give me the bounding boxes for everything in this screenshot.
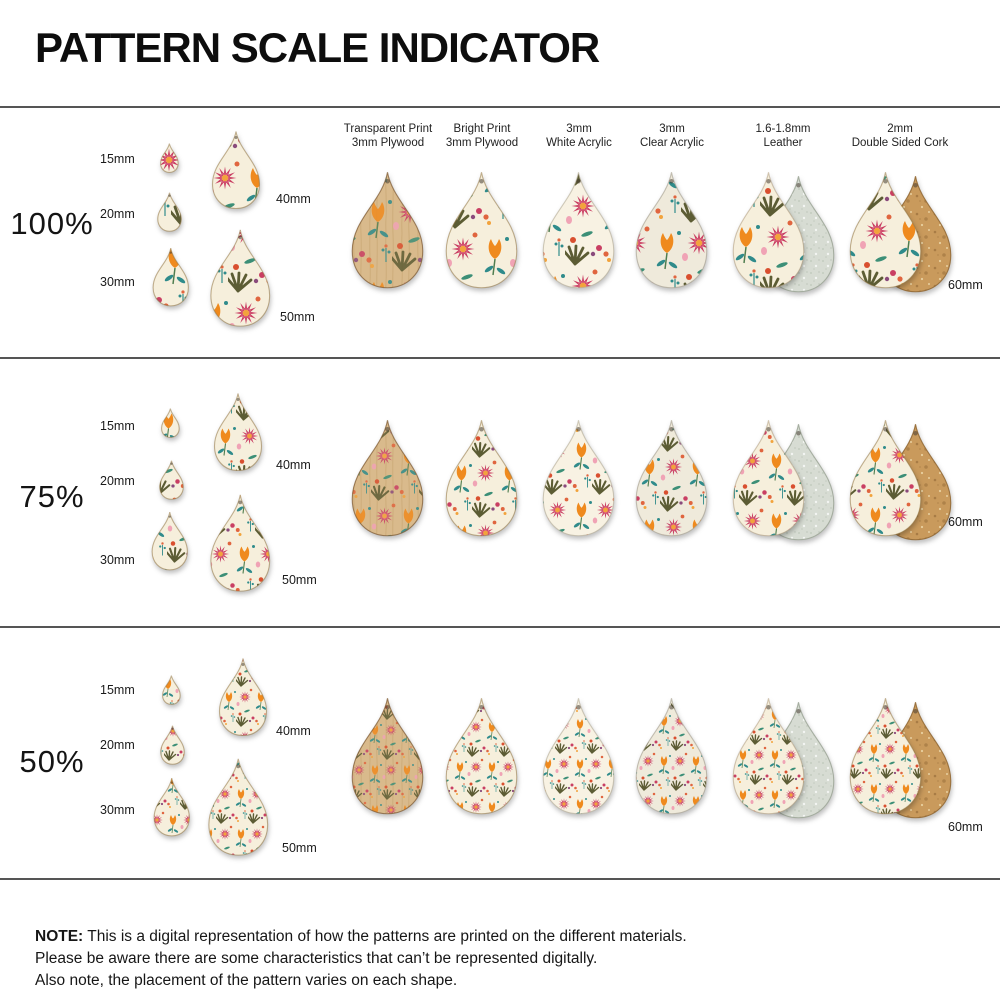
size-label-30mm: 30mm <box>100 275 135 289</box>
teardrop-sample-40mm <box>211 130 261 210</box>
size-label-30mm: 30mm <box>100 803 135 817</box>
column-header-line: 3mm <box>566 123 592 135</box>
note-line-text: Also note, the placement of the pattern … <box>35 972 458 989</box>
scale-percent-label: 50% <box>19 744 85 779</box>
column-header-white-acrylic: 3mm White Acrylic <box>514 123 644 150</box>
column-header-line: 3mm Plywood <box>445 136 519 149</box>
teardrop-60mm-clear-acrylic <box>634 170 709 290</box>
size-label-20mm: 20mm <box>100 474 135 488</box>
size-label-20mm: 20mm <box>100 738 135 752</box>
teardrop-60mm-clear-acrylic <box>634 418 709 538</box>
note-label: NOTE: <box>35 928 84 945</box>
size-label-15mm: 15mm <box>100 683 135 697</box>
size-label-30mm: 30mm <box>100 553 135 567</box>
scale-percent-label: 100% <box>10 206 94 241</box>
teardrop-60mm-plywood-bright <box>444 418 519 538</box>
column-header-leather: 1.6-1.8mm Leather <box>718 123 848 150</box>
column-header-line: White Acrylic <box>546 136 612 149</box>
column-header-plywood-transparent: Transparent Print 3mm Plywood <box>323 123 453 150</box>
scale-row-100: 100% 15mm 20mm 30mm 40mm 50mm 60mm <box>0 106 1000 357</box>
size-label-50mm: 50mm <box>280 310 315 324</box>
note-line: Please be aware there are some character… <box>35 948 687 970</box>
teardrop-sample-20mm <box>157 192 182 232</box>
size-label-60mm: 60mm <box>948 278 983 292</box>
teardrop-60mm-white-acrylic <box>541 696 616 816</box>
size-label-15mm: 15mm <box>100 419 135 433</box>
teardrop-sample-15mm <box>160 143 179 173</box>
teardrop-60mm-plywood-bright <box>444 696 519 816</box>
teardrop-sample-40mm <box>218 657 268 737</box>
teardrop-60mm-white-acrylic <box>541 170 616 290</box>
teardrop-sample-30mm <box>153 777 191 837</box>
teardrop-60mm-white-acrylic <box>541 418 616 538</box>
note-line-text: Please be aware there are some character… <box>35 950 598 967</box>
divider-line <box>0 878 1000 880</box>
divider-line <box>0 357 1000 359</box>
note-line: Also note, the placement of the pattern … <box>35 970 687 992</box>
column-header-line: 1.6-1.8mm <box>755 123 811 135</box>
note-text: NOTE: This is a digital representation o… <box>35 926 687 992</box>
divider-line <box>0 626 1000 628</box>
teardrop-sample-15mm <box>162 675 181 705</box>
size-label-40mm: 40mm <box>276 192 311 206</box>
teardrop-60mm-clear-acrylic <box>634 696 709 816</box>
teardrop-60mm-cork-front <box>848 170 923 290</box>
teardrop-sample-50mm <box>209 228 272 328</box>
teardrop-60mm-plywood-bright <box>444 170 519 290</box>
size-label-15mm: 15mm <box>100 152 135 166</box>
note-line: NOTE: This is a digital representation o… <box>35 926 687 948</box>
page-title: PATTERN SCALE INDICATOR <box>35 24 600 71</box>
teardrop-sample-50mm <box>209 493 272 593</box>
size-label-60mm: 60mm <box>948 820 983 834</box>
divider-line <box>0 106 1000 108</box>
scale-row-75: 75% 15mm 20mm 30mm 40mm 50mm 60mm <box>0 357 1000 626</box>
teardrop-sample-30mm <box>151 511 189 571</box>
teardrop-60mm-leather-front <box>731 170 806 290</box>
size-label-20mm: 20mm <box>100 207 135 221</box>
column-header-line: Leather <box>763 136 803 149</box>
teardrop-60mm-cork-front <box>848 418 923 538</box>
teardrop-sample-40mm <box>213 392 263 472</box>
teardrop-sample-20mm <box>159 460 184 500</box>
scale-row-50: 50% 15mm 20mm 30mm 40mm 50mm 60mm <box>0 626 1000 878</box>
size-label-40mm: 40mm <box>276 724 311 738</box>
teardrop-60mm-plywood-transparent <box>350 418 425 538</box>
column-header-cork: 2mm Double Sided Cork <box>835 123 965 150</box>
column-header-line: Clear Acrylic <box>640 136 704 149</box>
size-label-40mm: 40mm <box>276 458 311 472</box>
scale-percent-label: 75% <box>19 479 85 514</box>
column-header-plywood-bright: Bright Print 3mm Plywood <box>417 123 547 150</box>
teardrop-sample-30mm <box>152 247 190 307</box>
teardrop-60mm-leather-front <box>731 418 806 538</box>
column-header-line: Bright Print <box>453 123 511 135</box>
note-line-text: This is a digital representation of how … <box>87 928 687 945</box>
teardrop-sample-15mm <box>161 408 180 438</box>
column-header-line: Transparent Print <box>343 123 433 135</box>
size-label-50mm: 50mm <box>282 841 317 855</box>
column-header-clear-acrylic: 3mm Clear Acrylic <box>607 123 737 150</box>
column-header-line: 3mm <box>659 123 685 135</box>
teardrop-60mm-leather-front <box>731 696 806 816</box>
teardrop-60mm-cork-front <box>848 696 923 816</box>
column-header-line: 3mm Plywood <box>351 136 425 149</box>
teardrop-60mm-plywood-transparent <box>350 170 425 290</box>
column-header-line: Double Sided Cork <box>851 136 949 149</box>
teardrop-60mm-plywood-transparent <box>350 696 425 816</box>
teardrop-sample-20mm <box>160 725 185 765</box>
size-label-60mm: 60mm <box>948 515 983 529</box>
teardrop-sample-50mm <box>207 757 270 857</box>
size-label-50mm: 50mm <box>282 573 317 587</box>
column-header-line: 2mm <box>887 123 913 135</box>
